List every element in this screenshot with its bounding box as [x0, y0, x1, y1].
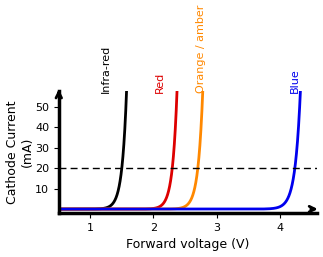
Text: Orange / amber: Orange / amber — [196, 4, 206, 93]
Text: Red: Red — [155, 71, 165, 93]
X-axis label: Forward voltage (V): Forward voltage (V) — [126, 238, 250, 251]
Text: Blue: Blue — [290, 68, 300, 93]
Y-axis label: Cathode Current
(mA): Cathode Current (mA) — [5, 100, 34, 204]
Text: Infra-red: Infra-red — [101, 44, 111, 93]
